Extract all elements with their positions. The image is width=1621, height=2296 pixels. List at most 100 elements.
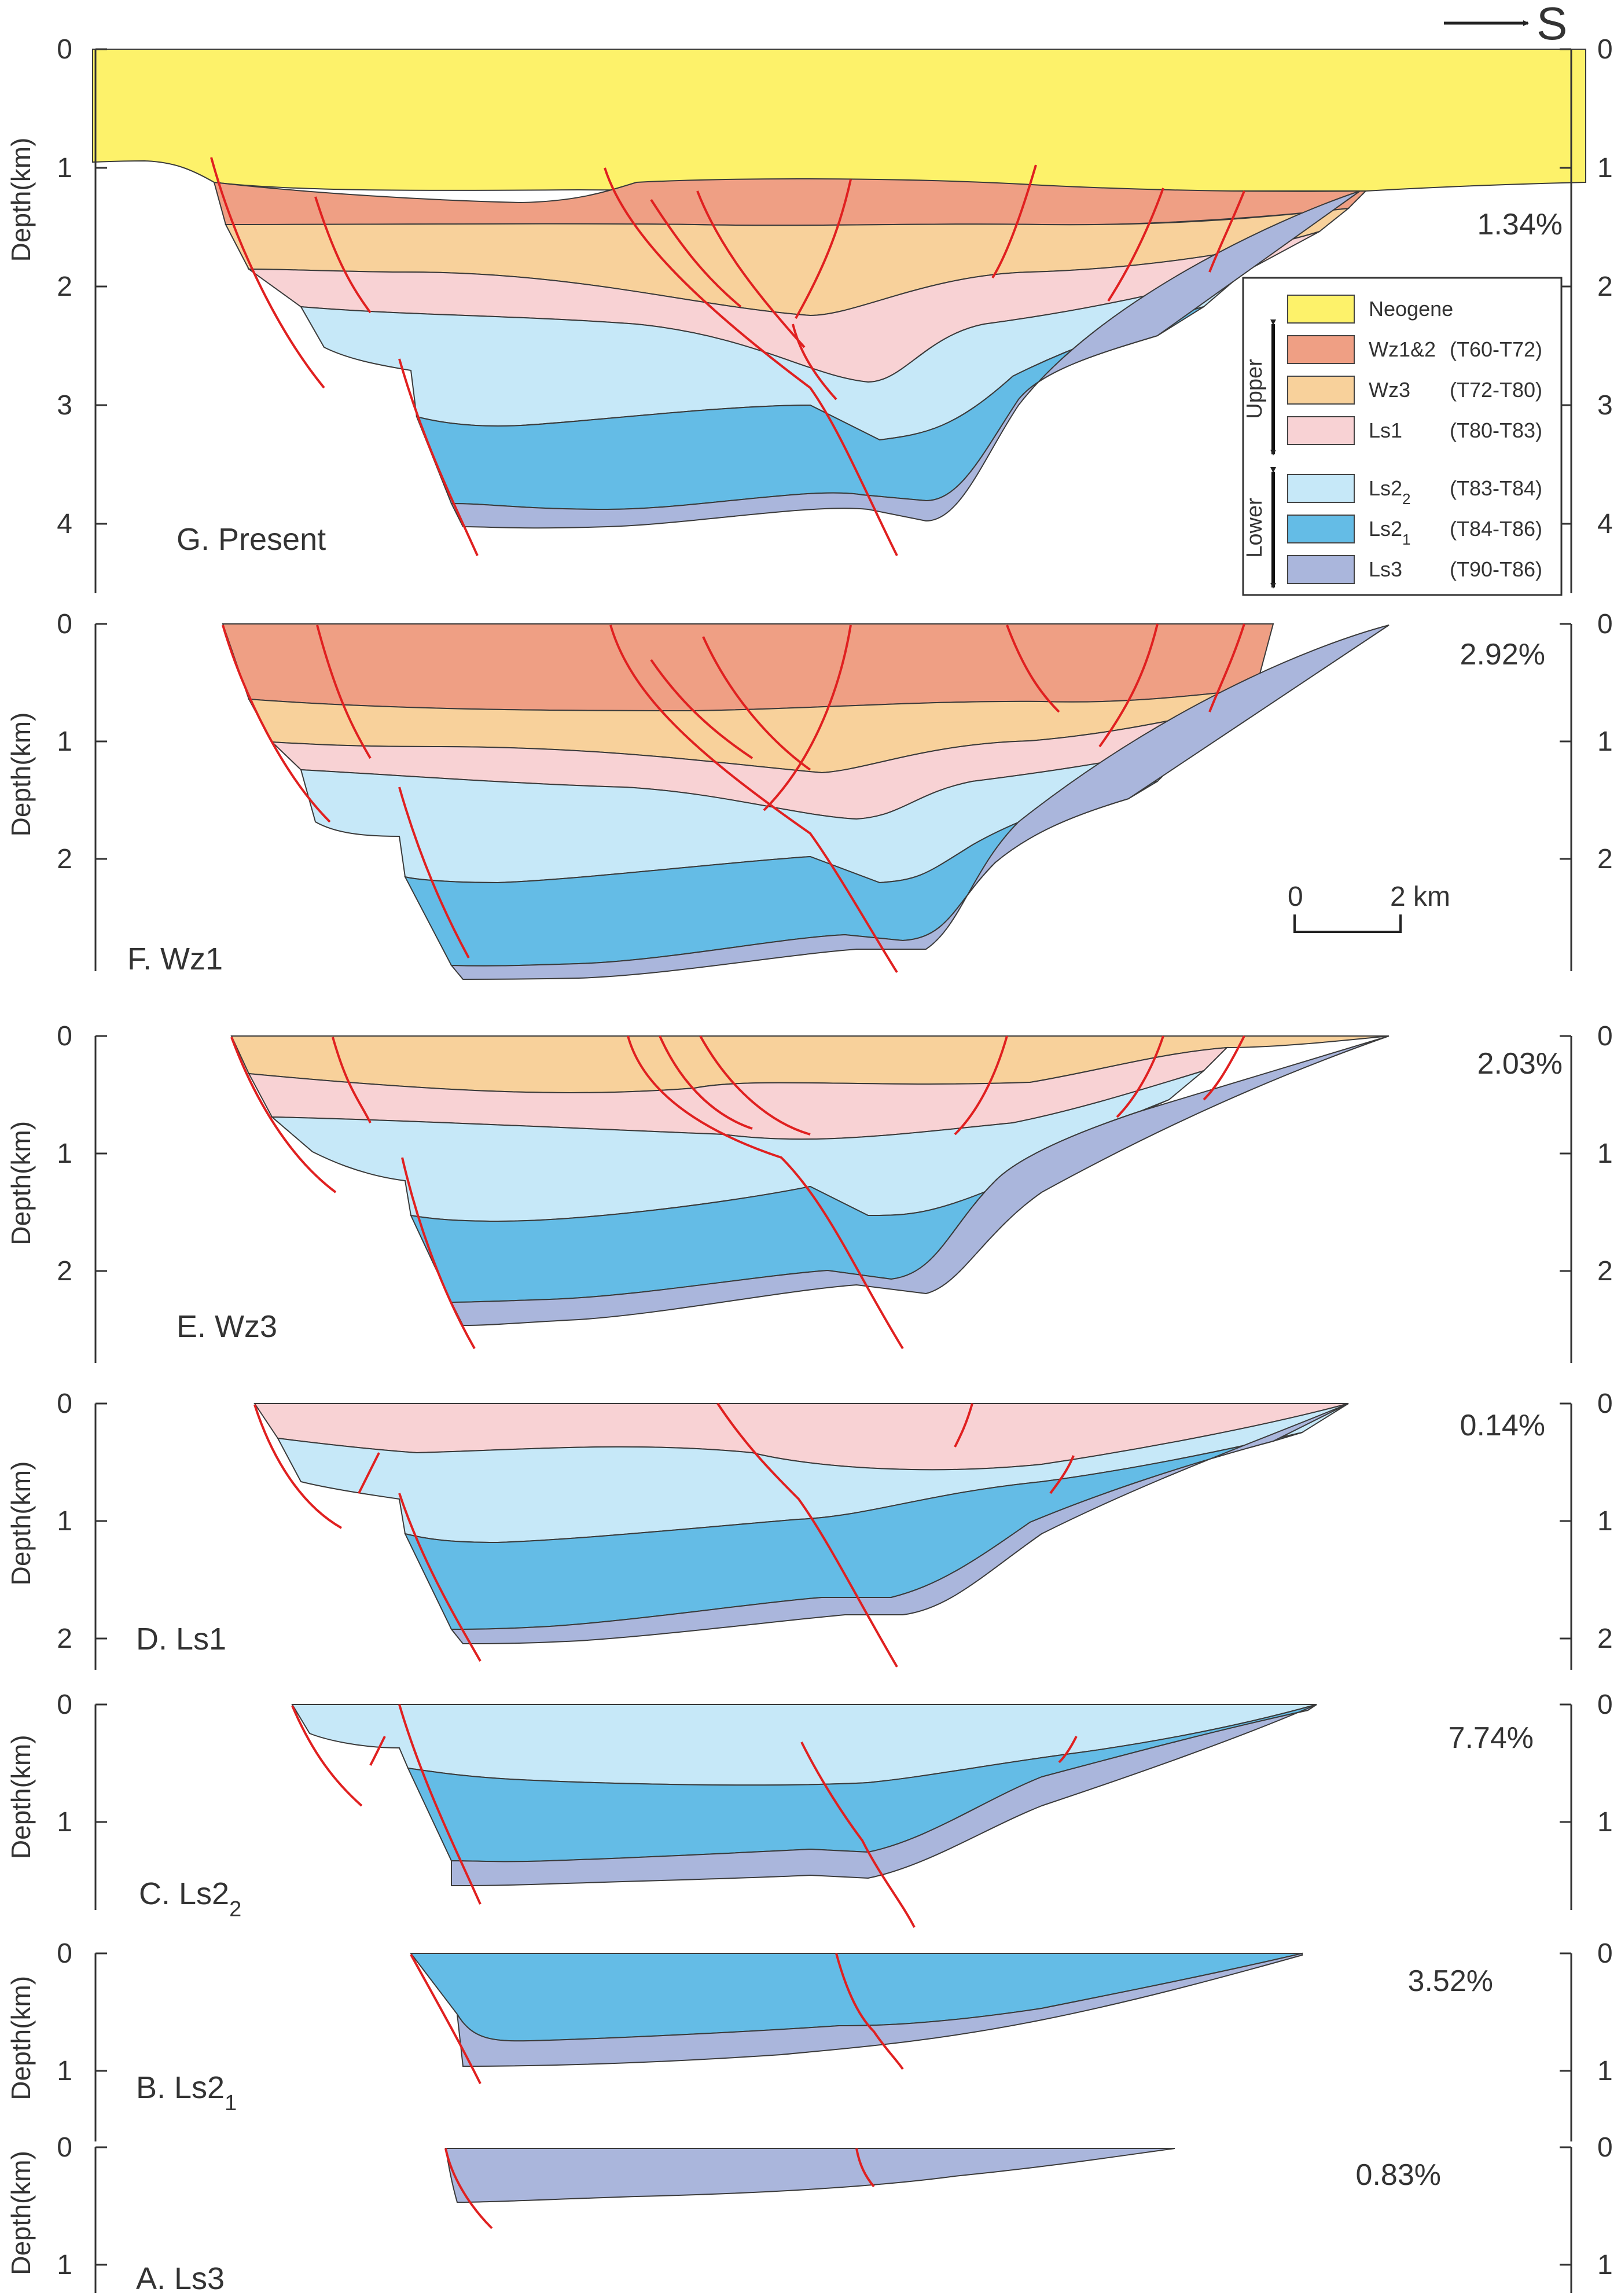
extension-percent: 0.14% xyxy=(1460,1409,1545,1442)
legend-unit-name: Neogene xyxy=(1369,297,1453,321)
legend-unit-range: (T72-T80) xyxy=(1450,378,1542,402)
fault-line xyxy=(332,1037,372,1123)
legend-unit-name: Wz3 xyxy=(1369,378,1410,402)
left-tick-label: 0 xyxy=(57,1689,72,1720)
extension-percent: 2.03% xyxy=(1477,1047,1563,1081)
panel-title: A. Ls3 xyxy=(136,2261,225,2293)
left-tick-label: 0 xyxy=(57,1021,72,1052)
legend: Neogene Wz1&2 (T60-T72) Wz3 (T72-T80) Ls1 (T80… xyxy=(1242,277,1563,596)
stratum-neogene xyxy=(92,49,1586,192)
fault-line xyxy=(792,324,837,401)
fault-line xyxy=(1208,623,1245,712)
left-tick-label: 0 xyxy=(57,34,72,65)
scale-bar-end: 2 km xyxy=(1390,881,1450,912)
fault-line xyxy=(855,2148,875,2188)
stratum-ls3 xyxy=(450,1035,1390,1327)
right-tick-label: 3 xyxy=(1597,390,1613,421)
fault-line xyxy=(609,624,898,973)
fault-line xyxy=(369,1736,386,1766)
fault-line xyxy=(210,157,325,389)
right-tick-label: 0 xyxy=(1597,1938,1613,1969)
fault-line xyxy=(253,1404,342,1529)
right-tick-label: 0 xyxy=(1597,1021,1613,1052)
y-axis-title: Depth(km) xyxy=(6,712,36,837)
fault-line xyxy=(291,1705,363,1807)
fault-line xyxy=(795,179,852,319)
direction-indicator: S xyxy=(1444,0,1567,49)
right-tick-label: 1 xyxy=(1597,153,1613,183)
fault-line xyxy=(702,636,811,771)
right-tick-label: 0 xyxy=(1597,2132,1613,2163)
legend-swatch xyxy=(1287,295,1355,324)
fault-line xyxy=(222,624,331,823)
extension-percent: 7.74% xyxy=(1449,1721,1534,1755)
stratum-ls3 xyxy=(444,2148,1175,2203)
scale-bar-start: 0 xyxy=(1288,881,1303,912)
stratum-ls3 xyxy=(451,1704,1317,1887)
fault-line xyxy=(398,1493,481,1662)
fault-line xyxy=(800,1742,916,1928)
panel-D: 0 0 1 1 2 2 Depth(km) D. Ls1 0.14% xyxy=(6,1388,1613,1670)
extension-percent: 3.52% xyxy=(1408,1964,1493,1998)
legend-unit-range: (T83-T84) xyxy=(1450,476,1542,500)
panel-B: 0 0 1 1 Depth(km) B. Ls21 3.52% xyxy=(6,1938,1613,2141)
right-tick-label: 1 xyxy=(1597,2056,1613,2086)
stratum-ls3 xyxy=(450,190,1361,529)
left-tick-label: 2 xyxy=(57,271,72,302)
fault-line xyxy=(627,1035,904,1350)
extension-percent: 0.83% xyxy=(1356,2158,1441,2192)
fault-line xyxy=(650,199,742,308)
fault-line xyxy=(314,196,372,314)
right-tick-label: 0 xyxy=(1597,1388,1613,1419)
direction-label: S xyxy=(1537,0,1567,49)
legend-swatch xyxy=(1287,474,1355,503)
y-axis-title: Depth(km) xyxy=(6,1121,36,1246)
legend-unit-range: (T84-T86) xyxy=(1450,517,1542,541)
fault-line xyxy=(358,1452,380,1494)
panel-C: 0 0 1 1 Depth(km) C. Ls22 7.74% xyxy=(6,1689,1613,1928)
fault-line xyxy=(230,1037,337,1193)
left-tick-label: 2 xyxy=(57,1623,72,1654)
panels-container: 0 0 1 1 2 2 3 3 4 4 Depth(km) G. Present 1.34% 0 0 1 1 2 2… xyxy=(6,34,1613,2296)
right-tick-label: 1 xyxy=(1597,1138,1613,1169)
y-axis-title: Depth(km) xyxy=(6,1461,36,1586)
left-tick-label: 4 xyxy=(57,509,72,539)
fault-line xyxy=(835,1953,904,2070)
right-tick-label: 1 xyxy=(1597,1506,1613,1537)
legend-unit-name: Wz1&2 xyxy=(1369,337,1436,361)
fault-line xyxy=(1107,188,1164,302)
fault-line xyxy=(699,1035,811,1136)
legend-group-upper: Upper xyxy=(1243,359,1267,419)
fault-line xyxy=(398,1704,481,1905)
fault-line xyxy=(1203,1035,1245,1101)
right-tick-label: 2 xyxy=(1597,1623,1613,1654)
panel-title: G. Present xyxy=(177,522,326,557)
fault-line xyxy=(1208,190,1245,273)
stratum-ls3 xyxy=(450,1403,1349,1645)
left-tick-label: 1 xyxy=(57,726,72,757)
fault-line xyxy=(398,787,470,958)
fault-line xyxy=(1049,1455,1075,1494)
panel-title: F. Wz1 xyxy=(127,942,223,976)
fault-line xyxy=(954,1035,1008,1136)
right-tick-label: 2 xyxy=(1597,271,1613,302)
fault-line xyxy=(444,2148,493,2229)
legend-unit-subscript: 1 xyxy=(1402,531,1410,548)
legend-unit-range: (T90-T86) xyxy=(1450,557,1542,581)
left-tick-label: 0 xyxy=(57,609,72,640)
left-tick-label: 0 xyxy=(57,1388,72,1419)
fault-line xyxy=(991,164,1037,279)
panel-E: 0 0 1 1 2 2 Depth(km) E. Wz3 2.03% xyxy=(6,1021,1613,1363)
right-tick-label: 0 xyxy=(1597,34,1613,65)
right-tick-label: 4 xyxy=(1597,509,1613,539)
legend-unit-subscript: 2 xyxy=(1402,490,1410,508)
fault-line xyxy=(763,624,852,811)
right-tick-label: 1 xyxy=(1597,726,1613,757)
right-tick-label: 1 xyxy=(1597,2250,1613,2280)
panel-title-subscript: 1 xyxy=(225,2091,237,2115)
legend-unit-range: (T60-T72) xyxy=(1450,337,1542,361)
fault-line xyxy=(659,1035,753,1130)
fault-line xyxy=(316,624,372,759)
